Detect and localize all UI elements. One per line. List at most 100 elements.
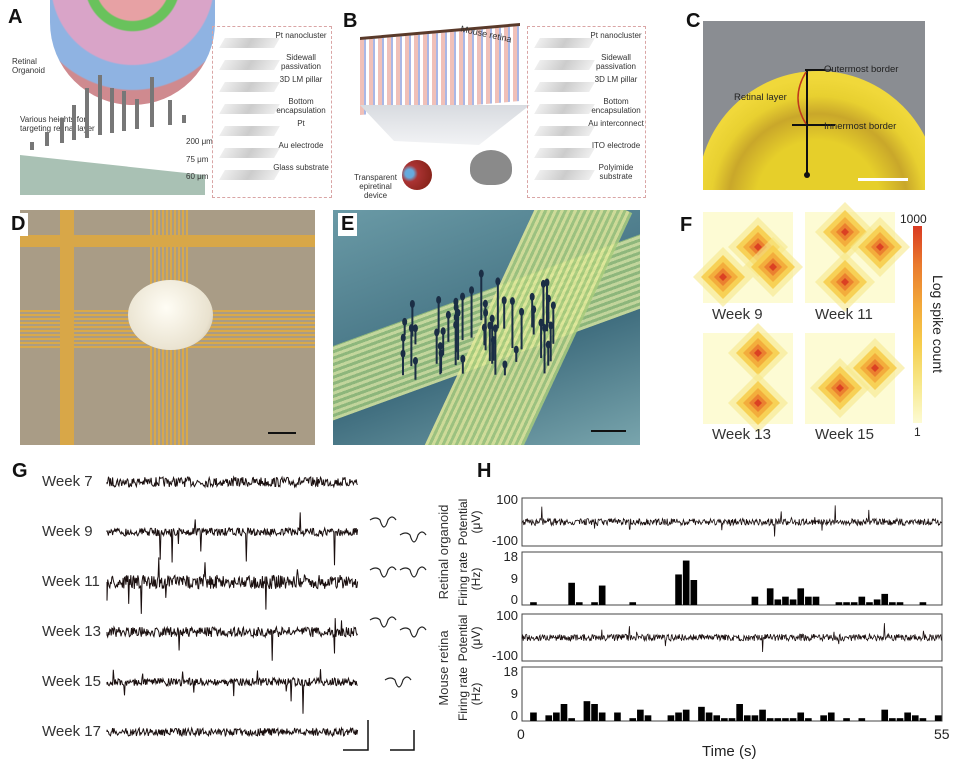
device-photo [20, 210, 315, 445]
group-label: Retinal organoid [436, 504, 451, 599]
rate-tick: 0 [510, 592, 518, 607]
firing-bar [705, 712, 713, 721]
firing-bar [591, 602, 598, 605]
week-label: Week 13 [42, 623, 101, 640]
firing-bar [774, 718, 782, 721]
firing-bar [766, 718, 774, 721]
firing-bar [866, 602, 873, 605]
firing-bar [858, 596, 866, 605]
pin-tip [437, 342, 443, 351]
firing-bar [889, 602, 896, 605]
layer-label: Pt nanocluster [275, 31, 327, 40]
firing-bar [682, 709, 690, 721]
organoid-label: Retinal Organoid [12, 57, 45, 75]
hotspot [719, 273, 727, 281]
scale-bar [591, 430, 626, 432]
week-label: Week 17 [42, 723, 101, 740]
firing-bar [751, 596, 759, 605]
firing-bar [782, 596, 789, 605]
layer-label: Pt [297, 119, 305, 128]
layer-label: Glass substrate [273, 163, 329, 172]
pin-tip [453, 297, 459, 306]
retinal-layer-label: Retinal layer [734, 92, 787, 103]
rate-axis-label: Firing rate (Hz) [456, 551, 483, 606]
firing-bar [934, 715, 942, 721]
firing-bar [766, 588, 774, 605]
rate-tick: 9 [510, 570, 518, 586]
firing-bar [591, 704, 598, 721]
firing-bar [530, 602, 537, 605]
pin-tip [545, 340, 551, 349]
pin-tip [438, 349, 444, 358]
potential-tick: -100 [491, 533, 518, 548]
pillar [168, 100, 172, 125]
pillar [85, 88, 89, 138]
layer-label: Au electrode [278, 141, 324, 150]
pin-tip [495, 277, 501, 286]
pin-tip [409, 299, 415, 308]
layer-label: 3D LM pillar [594, 75, 638, 84]
pillar [30, 142, 34, 150]
firing-bar [667, 715, 675, 721]
panel-label-h: H [477, 460, 492, 482]
firing-bar [843, 718, 850, 721]
layer-label: Bottom encapsulation [591, 97, 641, 115]
firing-bar [873, 599, 881, 605]
scale-bar [390, 730, 415, 751]
pin-tip [490, 336, 496, 345]
layer-label: Au interconnect [588, 119, 644, 128]
pillar-render [333, 210, 640, 445]
rate-tick: 9 [510, 686, 518, 701]
innermost-border-label: Innermost border [824, 121, 897, 132]
firing-bar [919, 602, 927, 605]
x-axis-label: Time (s) [702, 743, 757, 760]
hotspot [871, 364, 879, 372]
hotspot [769, 263, 777, 271]
firing-bar [889, 718, 896, 721]
week-label: Week 9 [42, 523, 93, 540]
panel-label-d: D [8, 213, 29, 236]
layers-box-b [527, 26, 646, 198]
spike-waveform [399, 626, 427, 638]
spike-waveform [369, 516, 397, 528]
hotspot [841, 278, 849, 286]
panel-label-a: A [8, 6, 23, 28]
pin-tip [412, 324, 418, 333]
heights-label: Various heights for targeting retinal la… [20, 115, 95, 133]
firing-bar [751, 715, 759, 721]
pin-tip [445, 310, 451, 319]
colorbar-max: 1000 [900, 212, 927, 226]
firing-bar [598, 712, 606, 721]
firing-bar [644, 715, 652, 721]
firing-bar [812, 596, 820, 605]
pillar [72, 105, 76, 140]
firing-bar [583, 701, 591, 721]
device-label: Transparent epiretinal device [354, 173, 397, 200]
hotspot [841, 228, 849, 236]
firing-bar [629, 602, 637, 605]
potential-tick: 100 [496, 492, 518, 507]
pin-tip [400, 333, 406, 342]
pillar [110, 88, 114, 133]
pin-tip [478, 269, 484, 278]
rate-axis-label: Firing rate (Hz) [456, 666, 483, 722]
firing-bar [568, 718, 575, 721]
firing-bar [637, 709, 644, 721]
firing-bar [698, 706, 705, 721]
firing-bar [827, 712, 835, 721]
firing-bar [789, 718, 797, 721]
pin-tip [502, 360, 508, 369]
firing-bar [797, 712, 805, 721]
firing-bar [530, 712, 537, 721]
substrate [20, 155, 205, 195]
hotspot [876, 243, 884, 251]
firing-bar [614, 712, 621, 721]
firing-bar [782, 718, 789, 721]
firing-bar [835, 602, 843, 605]
firing-bar [896, 602, 904, 605]
panel-label-g: G [12, 460, 28, 482]
pillar [60, 118, 64, 143]
spike-waveform [369, 616, 397, 628]
